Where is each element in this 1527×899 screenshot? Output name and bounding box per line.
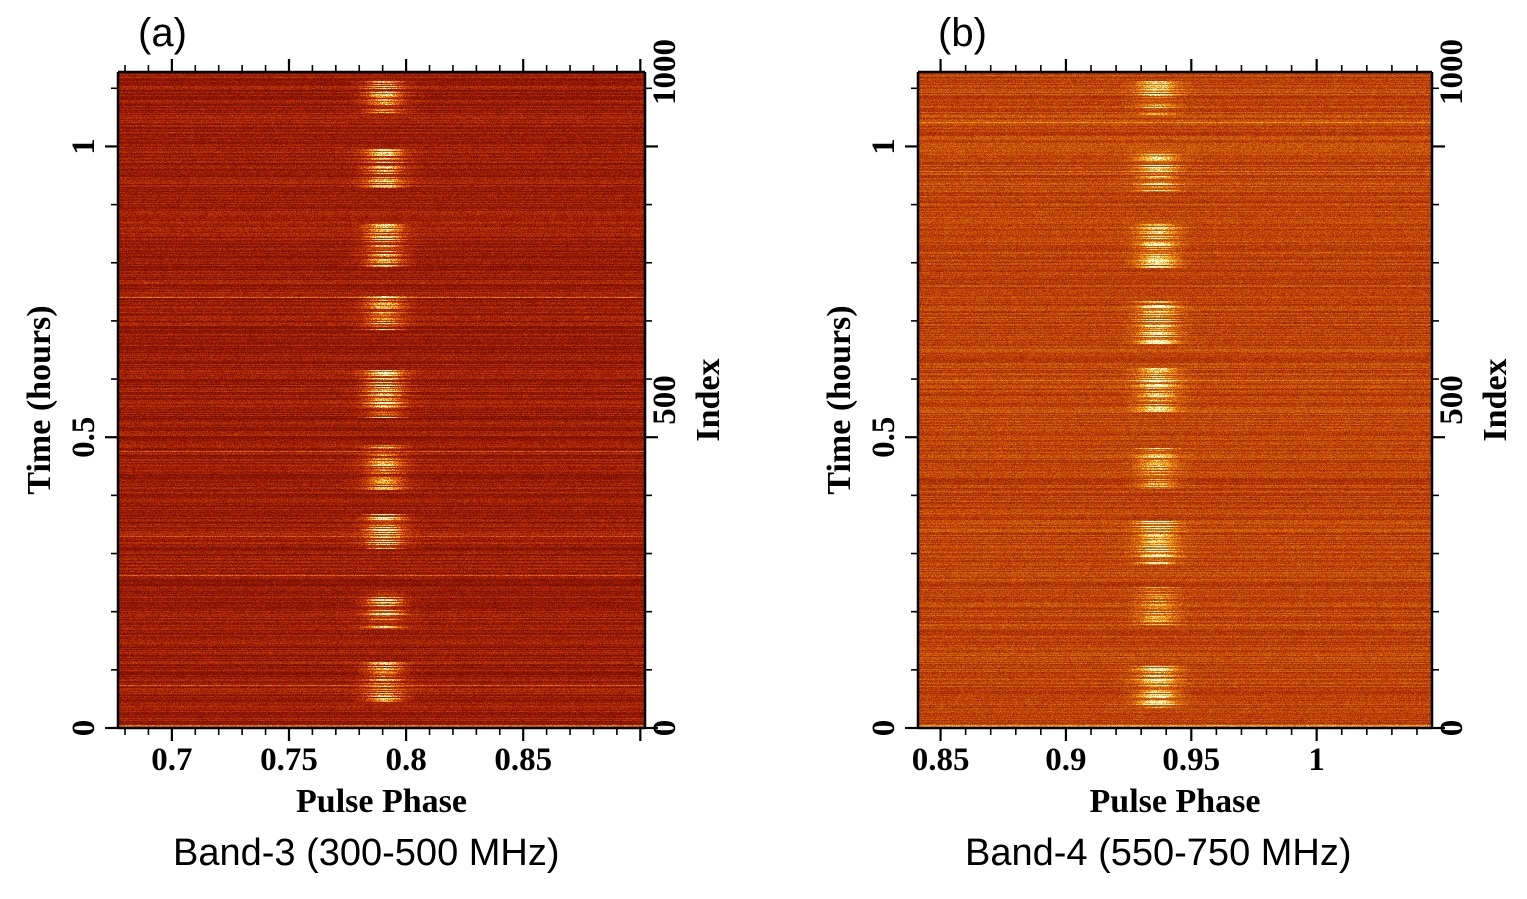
svg-text:0: 0 — [866, 720, 902, 737]
svg-text:0: 0 — [66, 720, 102, 737]
svg-text:Time (hours): Time (hours) — [21, 305, 58, 494]
svg-text:Index: Index — [690, 358, 727, 441]
svg-text:1000: 1000 — [647, 39, 683, 105]
svg-text:0.9: 0.9 — [1045, 742, 1086, 778]
svg-text:500: 500 — [1434, 375, 1470, 425]
svg-text:1: 1 — [66, 138, 102, 155]
svg-text:Pulse Phase: Pulse Phase — [296, 783, 467, 820]
svg-text:0.75: 0.75 — [260, 742, 318, 778]
svg-text:500: 500 — [647, 375, 683, 425]
svg-text:0.95: 0.95 — [1162, 742, 1220, 778]
svg-text:Index: Index — [1477, 358, 1514, 441]
svg-text:0: 0 — [1434, 720, 1470, 737]
svg-text:0.5: 0.5 — [66, 417, 102, 458]
svg-text:1: 1 — [866, 138, 902, 155]
svg-text:0.5: 0.5 — [866, 417, 902, 458]
svg-text:1000: 1000 — [1434, 39, 1470, 105]
svg-text:0: 0 — [647, 720, 683, 737]
svg-text:0.8: 0.8 — [385, 742, 426, 778]
svg-text:1: 1 — [1308, 742, 1325, 778]
svg-text:0.85: 0.85 — [912, 742, 970, 778]
svg-text:0.7: 0.7 — [151, 742, 192, 778]
svg-text:0.85: 0.85 — [494, 742, 552, 778]
svg-text:Time (hours): Time (hours) — [821, 305, 858, 494]
svg-text:Pulse Phase: Pulse Phase — [1090, 783, 1261, 820]
